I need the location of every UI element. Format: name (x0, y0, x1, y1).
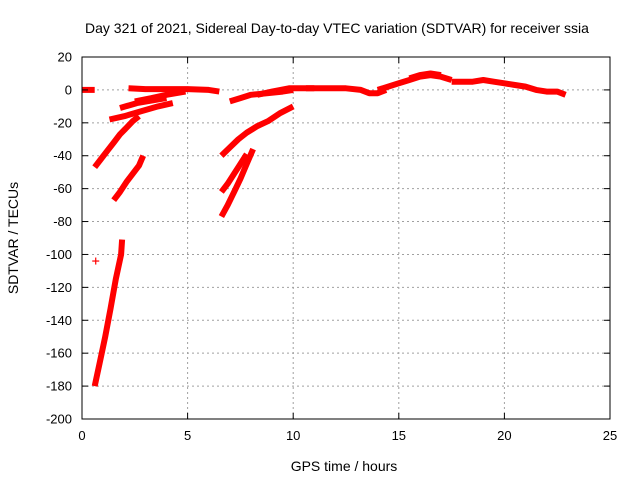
x-tick-label: 0 (78, 428, 85, 443)
y-tick-label: -20 (53, 115, 72, 130)
plot-frame (81, 56, 611, 420)
y-tick-label: -40 (53, 148, 72, 163)
y-tick-label: -100 (46, 247, 72, 262)
sdtvar-arc-15 (408, 70, 442, 82)
x-tick-label: 25 (603, 428, 617, 443)
y-tick-label: -60 (53, 181, 72, 196)
sdtvar-arc-7 (128, 85, 220, 95)
sdtvar-arc-16 (451, 77, 567, 98)
y-tick-label: -120 (46, 280, 72, 295)
y-tick-label: -160 (46, 346, 72, 361)
y-tick-label: 20 (58, 50, 72, 65)
sdtvar-arc-2 (92, 113, 141, 170)
y-tick-label: -80 (53, 214, 72, 229)
sdtvar-arc-4 (108, 100, 174, 123)
x-axis-title: GPS time / hours (291, 458, 398, 474)
y-tick-label: 0 (65, 82, 72, 97)
sdtvar-arc-9 (218, 147, 256, 219)
tick-layer: 0 5 10 15 20 25 20 0 -20 -40 -60 -80 -100 -120 -140 -16… (46, 50, 617, 444)
chart-title: Day 321 of 2021, Sidereal Day-to-day VTE… (85, 20, 589, 36)
y-tick-label: -140 (46, 313, 72, 328)
sdtvar-arc-1 (91, 239, 126, 387)
y-tick-label: -180 (46, 379, 72, 394)
sdtvar-arc-10 (219, 152, 250, 194)
sdtvar-arc-13 (305, 85, 388, 97)
x-tick-label: 5 (184, 428, 191, 443)
sdtvar-arc-8 (219, 103, 295, 158)
y-tick-label: -200 (46, 412, 72, 427)
series-layer (82, 70, 567, 387)
sdtvar-arc-6 (134, 88, 186, 105)
grid-layer (82, 57, 610, 419)
y-axis-title: SDTVAR / TECUs (5, 182, 21, 294)
sdtvar-point-0 (92, 257, 100, 265)
x-tick-label: 20 (497, 428, 511, 443)
x-tick-label: 15 (392, 428, 406, 443)
x-tick-label: 10 (286, 428, 300, 443)
sdtvar-arc-3 (111, 154, 146, 203)
